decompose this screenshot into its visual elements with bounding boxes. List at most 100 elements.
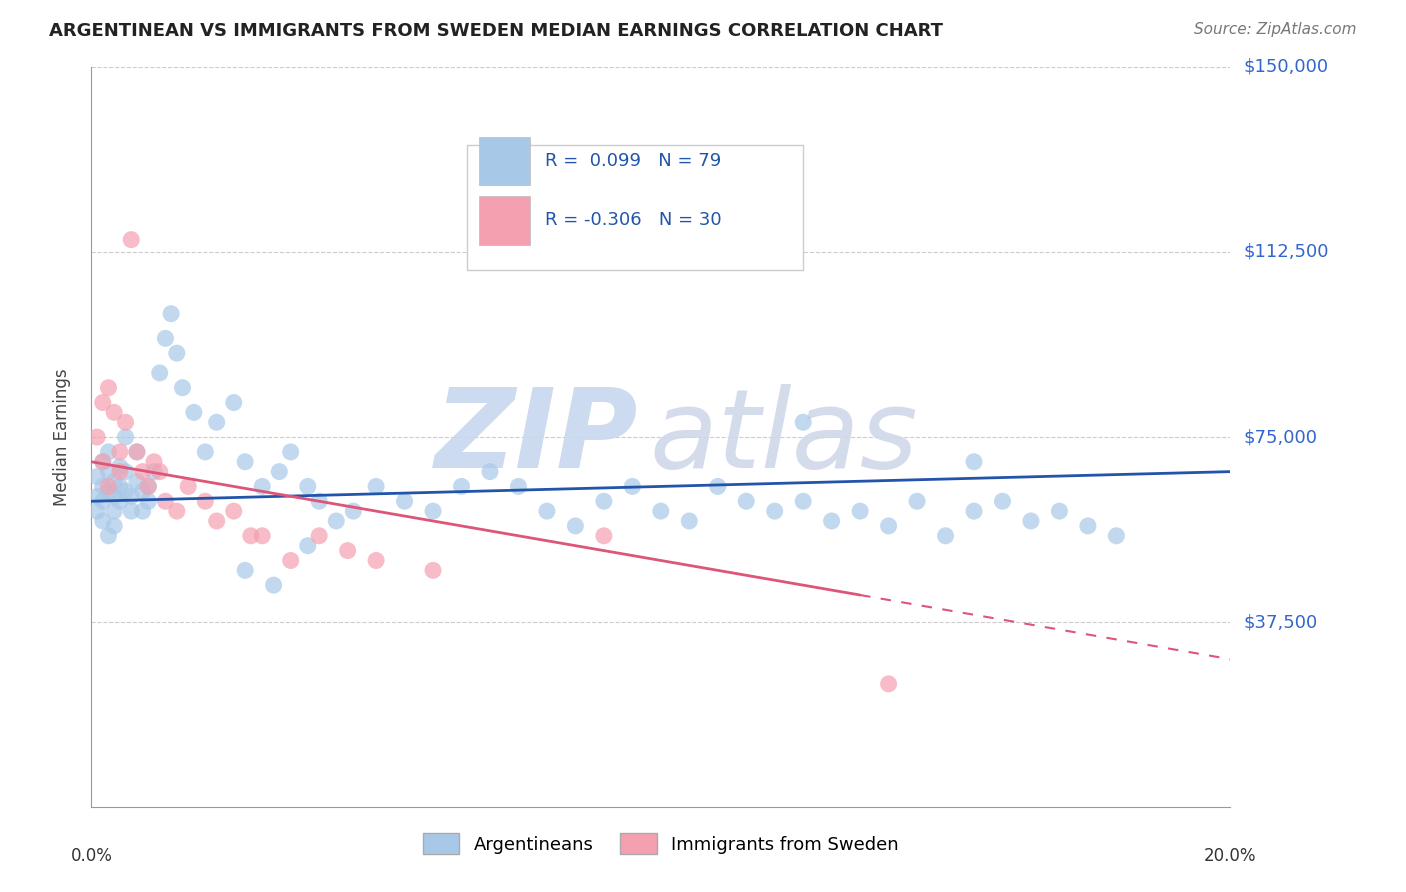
- Point: [877, 677, 900, 691]
- Point: [108, 459, 131, 474]
- Point: [564, 519, 586, 533]
- Point: [172, 381, 194, 395]
- FancyBboxPatch shape: [478, 196, 530, 244]
- Point: [97, 381, 120, 395]
- Point: [422, 563, 444, 577]
- Point: [108, 465, 131, 479]
- Text: $37,500: $37,500: [1244, 613, 1319, 632]
- Point: [108, 479, 131, 493]
- Point: [250, 529, 273, 543]
- FancyBboxPatch shape: [467, 145, 803, 270]
- Point: [239, 529, 262, 543]
- Point: [143, 455, 166, 469]
- Point: [233, 455, 256, 469]
- Point: [963, 504, 986, 518]
- Point: [86, 430, 108, 444]
- Text: 0.0%: 0.0%: [70, 847, 112, 864]
- Point: [222, 504, 245, 518]
- Point: [792, 494, 814, 508]
- Point: [991, 494, 1014, 508]
- Point: [478, 465, 502, 479]
- Point: [706, 479, 728, 493]
- Point: [97, 484, 120, 499]
- Y-axis label: Median Earnings: Median Earnings: [52, 368, 70, 506]
- Point: [308, 529, 330, 543]
- Point: [103, 489, 125, 503]
- Point: [1077, 519, 1099, 533]
- Point: [108, 494, 131, 508]
- Point: [114, 465, 136, 479]
- Point: [593, 494, 616, 508]
- Text: atlas: atlas: [650, 384, 918, 491]
- Point: [450, 479, 472, 493]
- Point: [114, 430, 136, 444]
- Point: [621, 479, 644, 493]
- Point: [177, 479, 200, 493]
- Point: [508, 479, 530, 493]
- Text: $75,000: $75,000: [1244, 428, 1317, 446]
- Point: [735, 494, 758, 508]
- Point: [97, 445, 120, 459]
- Point: [280, 445, 302, 459]
- Point: [91, 494, 114, 508]
- Point: [120, 489, 142, 503]
- Point: [143, 465, 166, 479]
- Point: [155, 494, 177, 508]
- Point: [91, 514, 114, 528]
- Point: [820, 514, 842, 528]
- Point: [160, 307, 183, 321]
- Point: [138, 479, 160, 493]
- Point: [233, 563, 256, 577]
- Text: R =  0.099   N = 79: R = 0.099 N = 79: [544, 152, 721, 169]
- Point: [194, 445, 217, 459]
- Point: [125, 445, 148, 459]
- Point: [763, 504, 786, 518]
- Point: [131, 504, 153, 518]
- Point: [1019, 514, 1042, 528]
- Point: [131, 484, 153, 499]
- Point: [86, 489, 108, 503]
- Point: [103, 504, 125, 518]
- Point: [97, 465, 120, 479]
- Text: ZIP: ZIP: [434, 384, 638, 491]
- Point: [250, 479, 273, 493]
- Point: [86, 469, 108, 483]
- Point: [1105, 529, 1128, 543]
- Point: [86, 504, 108, 518]
- Point: [114, 415, 136, 429]
- Point: [297, 479, 319, 493]
- Point: [120, 233, 142, 247]
- Text: $112,500: $112,500: [1244, 243, 1330, 261]
- Point: [336, 543, 359, 558]
- Point: [91, 395, 114, 409]
- Point: [325, 514, 347, 528]
- FancyBboxPatch shape: [478, 137, 530, 186]
- Point: [125, 475, 148, 489]
- Point: [205, 514, 228, 528]
- Text: R = -0.306   N = 30: R = -0.306 N = 30: [544, 211, 721, 229]
- Point: [155, 331, 177, 345]
- Point: [108, 445, 131, 459]
- Point: [934, 529, 956, 543]
- Point: [91, 479, 114, 493]
- Point: [103, 519, 125, 533]
- Point: [91, 455, 114, 469]
- Point: [131, 465, 153, 479]
- Point: [222, 395, 245, 409]
- Point: [125, 445, 148, 459]
- Point: [792, 415, 814, 429]
- Point: [97, 529, 120, 543]
- Point: [120, 504, 142, 518]
- Point: [280, 553, 302, 567]
- Point: [650, 504, 672, 518]
- Point: [342, 504, 364, 518]
- Point: [149, 366, 172, 380]
- Point: [166, 504, 188, 518]
- Point: [849, 504, 872, 518]
- Point: [138, 479, 160, 493]
- Point: [364, 479, 387, 493]
- Text: ARGENTINEAN VS IMMIGRANTS FROM SWEDEN MEDIAN EARNINGS CORRELATION CHART: ARGENTINEAN VS IMMIGRANTS FROM SWEDEN ME…: [49, 22, 943, 40]
- Point: [263, 578, 285, 592]
- Point: [97, 479, 120, 493]
- Point: [536, 504, 558, 518]
